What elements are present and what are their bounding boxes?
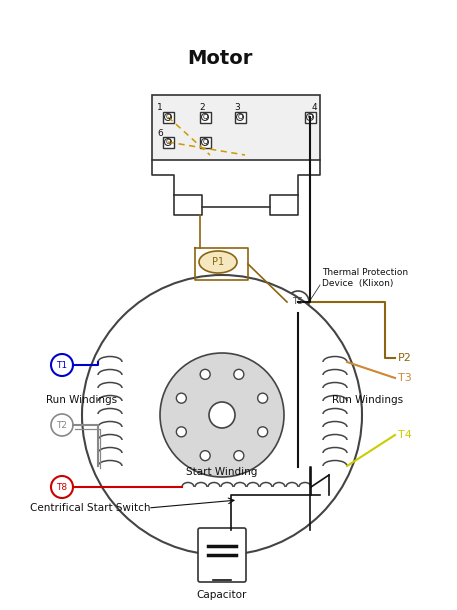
Text: 3: 3 [234,104,240,112]
Text: Run Windings: Run Windings [332,395,404,405]
Circle shape [165,138,171,146]
Text: 4: 4 [311,104,317,112]
Text: Q: Q [165,114,170,120]
Text: Start Winding: Start Winding [186,467,258,477]
Text: O: O [237,114,243,120]
Circle shape [200,451,210,461]
Bar [304,112,315,123]
Text: Q: Q [202,139,207,145]
Circle shape [202,138,208,146]
Text: Centrifical Start Switch: Centrifical Start Switch [30,503,150,513]
Ellipse shape [199,251,237,273]
Text: Capacitor: Capacitor [197,590,247,600]
Circle shape [51,476,73,498]
Bar [163,137,174,148]
Text: P1: P1 [212,257,224,267]
Bar [163,112,174,123]
Circle shape [51,414,73,436]
Circle shape [82,275,362,555]
Circle shape [51,354,73,376]
Text: 6: 6 [157,129,163,137]
Circle shape [209,402,235,428]
Bar [200,137,211,148]
Circle shape [237,113,244,121]
Text: Thermal Protection
Device  (Klixon): Thermal Protection Device (Klixon) [322,268,408,288]
Text: Motor: Motor [187,49,253,68]
Circle shape [160,353,284,477]
Text: T1: T1 [56,361,68,370]
Circle shape [234,451,244,461]
Text: T2: T2 [57,420,68,429]
Circle shape [176,427,186,437]
Text: 1: 1 [157,104,163,112]
Text: T3: T3 [398,373,412,383]
Bar [234,112,245,123]
Circle shape [258,393,268,403]
Text: O: O [165,139,170,145]
Circle shape [165,113,171,121]
FancyBboxPatch shape [198,528,246,582]
Circle shape [307,113,314,121]
Text: O: O [307,114,313,120]
Text: P2: P2 [398,353,412,363]
Text: 2: 2 [199,104,205,112]
Circle shape [202,113,208,121]
Text: T8: T8 [56,483,68,492]
Text: Run Windings: Run Windings [47,395,117,405]
Circle shape [258,427,268,437]
Bar [200,112,211,123]
Circle shape [287,291,309,313]
Circle shape [176,393,186,403]
Circle shape [200,369,210,379]
Text: T4: T4 [398,430,412,440]
Circle shape [234,369,244,379]
Text: Q: Q [202,114,207,120]
Text: T5: T5 [292,298,303,306]
Bar [152,95,320,160]
